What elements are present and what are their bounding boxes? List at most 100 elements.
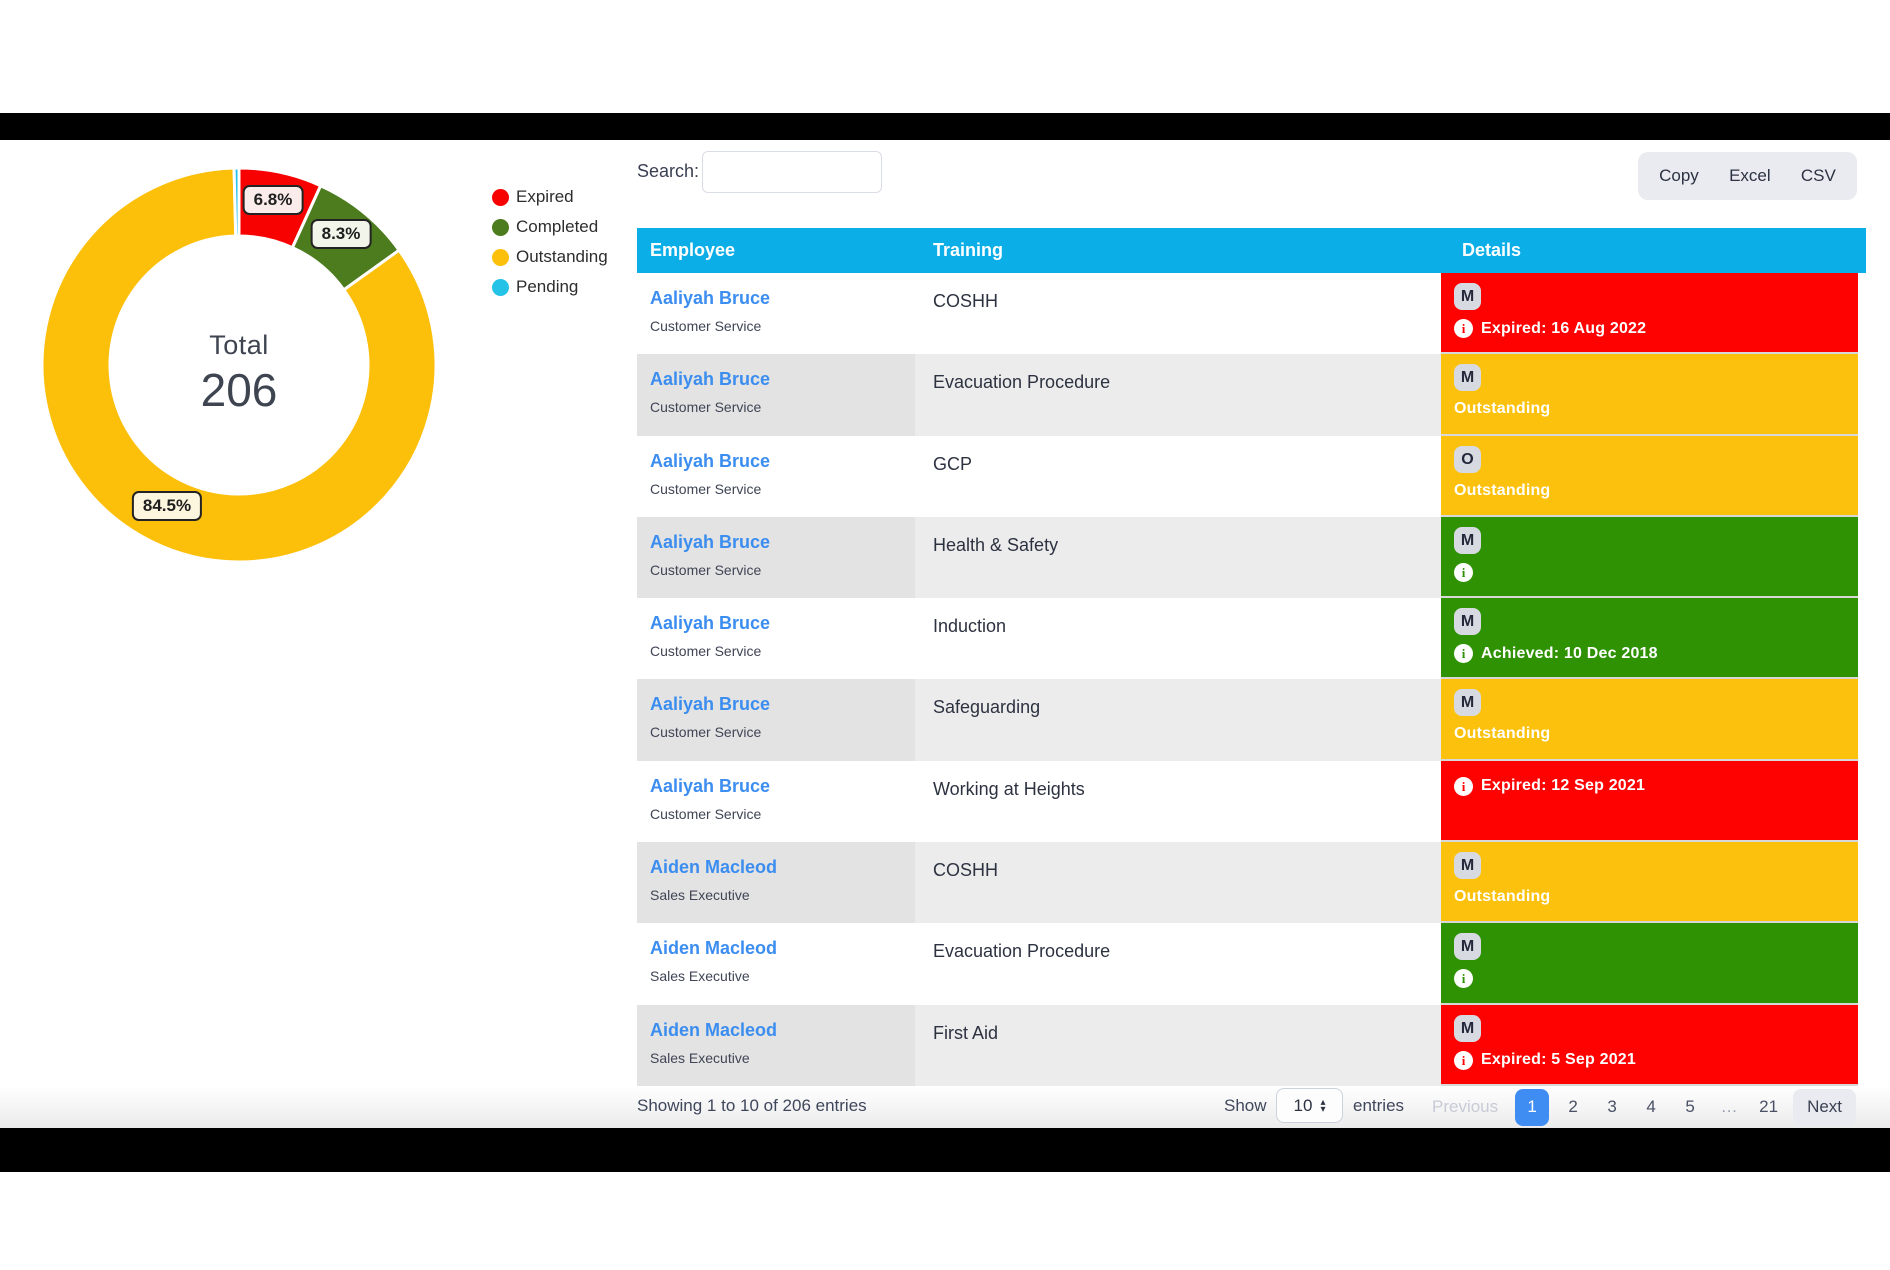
status-detail-line: i: [1454, 562, 1858, 582]
employee-role: Sales Executive: [650, 1049, 750, 1066]
legend-dot-outstanding-icon: [492, 248, 509, 266]
mandatory-badge: M: [1454, 608, 1481, 636]
info-icon[interactable]: i: [1454, 969, 1473, 989]
employee-cell: Aiden Macleod Sales Executive: [637, 923, 915, 1004]
employee-link[interactable]: Aaliyah Bruce: [650, 369, 771, 390]
employee-link[interactable]: Aiden Macleod: [650, 938, 778, 959]
employee-link[interactable]: Aaliyah Bruce: [650, 450, 771, 471]
previous-page-button[interactable]: Previous: [1432, 1097, 1499, 1116]
legend-label: Pending: [516, 277, 579, 296]
status-text: Expired: 12 Sep 2021: [1481, 777, 1646, 795]
search-input[interactable]: [702, 151, 882, 193]
next-page-button[interactable]: Next: [1793, 1088, 1857, 1126]
legend-item-pending[interactable]: Pending: [492, 277, 608, 297]
legend-label: Completed: [516, 217, 599, 236]
info-icon[interactable]: i: [1454, 319, 1473, 338]
info-icon[interactable]: i: [1454, 1050, 1473, 1070]
pagination: Previous 1 2 3 4 5 … 21 Next: [1424, 1088, 1857, 1126]
table-row: Aiden Macleod Sales Executive COSHH M Outsta…: [637, 842, 1866, 924]
employee-link[interactable]: Aiden Macleod: [650, 857, 778, 878]
copy-button[interactable]: Copy: [1651, 162, 1707, 190]
employee-cell: Aaliyah Bruce Customer Service: [637, 273, 915, 354]
status-cell-outstanding[interactable]: M Outstanding: [1441, 354, 1858, 436]
status-detail-line: Outstanding: [1454, 482, 1858, 500]
legend-item-completed[interactable]: Completed: [492, 217, 608, 237]
column-header-details[interactable]: Details: [1462, 240, 1522, 260]
status-cell-outstanding[interactable]: O Outstanding: [1441, 435, 1858, 517]
employee-link[interactable]: Aaliyah Bruce: [650, 694, 771, 715]
training-name: Induction: [933, 616, 1007, 637]
excel-button[interactable]: Excel: [1721, 162, 1779, 190]
chart-legend: Expired Completed Outstanding Pending: [492, 187, 608, 307]
page-button-1[interactable]: 1: [1515, 1088, 1550, 1126]
training-name: Evacuation Procedure: [933, 941, 1111, 962]
employee-link[interactable]: Aaliyah Bruce: [650, 775, 771, 796]
status-detail-line: Outstanding: [1454, 888, 1858, 906]
info-icon[interactable]: i: [1454, 776, 1473, 796]
page-size-value: 10: [1293, 1095, 1313, 1115]
status-cell-expired[interactable]: i Expired: 12 Sep 2021: [1441, 760, 1858, 843]
info-icon[interactable]: i: [1454, 562, 1473, 582]
table-row: Aaliyah Bruce Customer Service Safeguardin…: [637, 679, 1866, 761]
info-icon[interactable]: i: [1454, 644, 1473, 664]
employee-cell: Aaliyah Bruce Customer Service: [637, 598, 915, 679]
employee-cell: Aaliyah Bruce Customer Service: [637, 436, 915, 517]
column-header-employee[interactable]: Employee: [650, 240, 736, 260]
status-text: Outstanding: [1454, 400, 1551, 418]
employee-role: Customer Service: [650, 643, 762, 660]
page-button-3[interactable]: 3: [1607, 1097, 1617, 1116]
csv-button[interactable]: CSV: [1793, 162, 1844, 190]
employee-cell: Aaliyah Bruce Customer Service: [637, 761, 915, 842]
status-cell-outstanding[interactable]: M Outstanding: [1441, 842, 1858, 924]
status-detail-line: i: [1454, 969, 1858, 989]
search-label: Search:: [637, 161, 700, 181]
page-ellipsis: …: [1720, 1097, 1738, 1116]
status-detail-line: i Expired: 12 Sep 2021: [1454, 776, 1858, 796]
employee-cell: Aaliyah Bruce Customer Service: [637, 354, 915, 436]
training-name: Evacuation Procedure: [915, 354, 1441, 436]
employee-role: Sales Executive: [650, 968, 750, 985]
training-name: GCP: [933, 453, 973, 474]
column-header-training[interactable]: Training: [933, 240, 1004, 260]
status-detail-line: i Expired: 5 Sep 2021: [1454, 1050, 1858, 1070]
employee-link[interactable]: Aaliyah Bruce: [650, 288, 771, 308]
table-row: Aaliyah Bruce Customer Service Working at …: [637, 760, 1866, 843]
page-size-select[interactable]: 10 ▴ ▾: [1276, 1088, 1343, 1123]
mandatory-badge: M: [1454, 852, 1481, 880]
status-text: Outstanding: [1454, 725, 1551, 743]
training-name: Health & Safety: [915, 516, 1441, 599]
legend-item-outstanding[interactable]: Outstanding: [492, 247, 608, 267]
page-button-2[interactable]: 2: [1568, 1097, 1578, 1116]
slice-label-outstanding: 84.5%: [131, 491, 203, 521]
employee-cell: Aaliyah Bruce Customer Service: [637, 679, 915, 761]
status-cell-outstanding[interactable]: M Outstanding: [1441, 679, 1858, 761]
employee-role: Customer Service: [650, 805, 762, 822]
page-button-5[interactable]: 5: [1685, 1097, 1695, 1116]
donut-total-value: 206: [200, 364, 278, 416]
page-button-4[interactable]: 4: [1646, 1097, 1656, 1116]
legend-item-expired[interactable]: Expired: [492, 187, 608, 207]
donut-slice-outstanding[interactable]: [40, 166, 438, 564]
status-text: Outstanding: [1454, 481, 1551, 499]
employee-cell: Aiden Macleod Sales Executive: [637, 1004, 915, 1086]
donut-slice-pending[interactable]: [232, 166, 241, 238]
slice-label-completed: 8.3%: [310, 219, 372, 249]
status-detail-line: Outstanding: [1454, 400, 1858, 418]
employee-link[interactable]: Aaliyah Bruce: [650, 613, 771, 634]
status-detail-line: Outstanding: [1454, 725, 1858, 743]
top-divider-bar: [0, 113, 1890, 140]
slice-label-expired: 6.8%: [242, 185, 304, 215]
training-name: COSHH: [915, 842, 1441, 924]
showing-entries-text: Showing 1 to 10 of 206 entries: [637, 1096, 867, 1115]
page-button-21[interactable]: 21: [1759, 1097, 1779, 1116]
employee-link[interactable]: Aiden Macleod: [650, 1019, 778, 1040]
employee-link[interactable]: Aaliyah Bruce: [650, 531, 771, 552]
